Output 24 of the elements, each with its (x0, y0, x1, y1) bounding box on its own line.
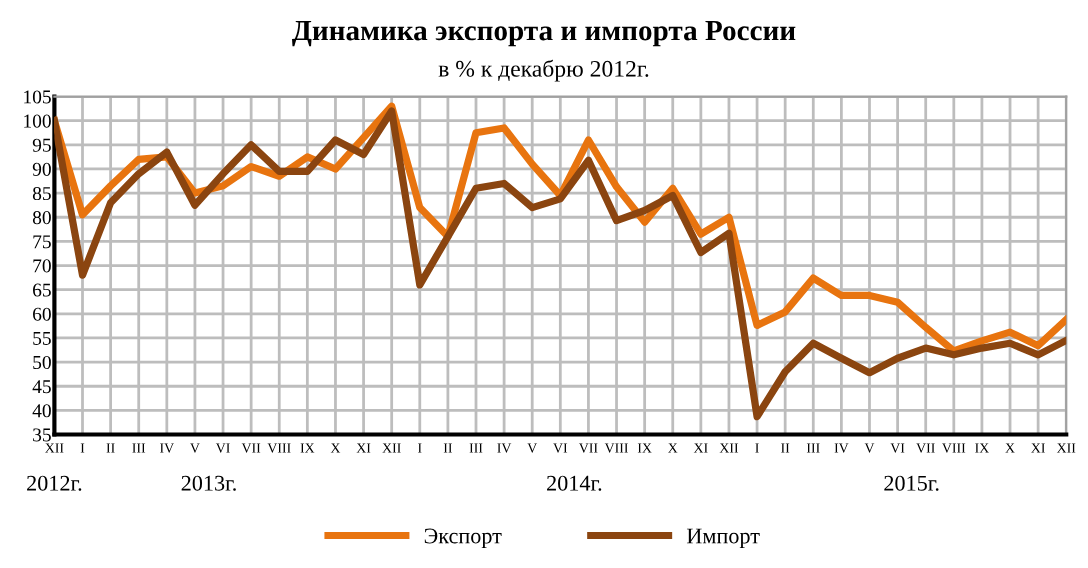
chart-subtitle: в % к декабрю 2012г. (438, 59, 649, 82)
y-tick-label: 45 (32, 380, 51, 394)
y-tick-label: 40 (32, 404, 51, 418)
y-tick-label: 105 (24, 90, 51, 104)
text: 2015г. (884, 475, 939, 491)
y-tick-label: 65 (33, 283, 51, 297)
y-tick-label: 60 (33, 307, 51, 321)
y-tick-label: 35 (33, 428, 51, 442)
y-tick-label: 55 (33, 331, 51, 345)
legend-label: Импорт (686, 528, 760, 548)
text: 2014г. (547, 475, 602, 491)
text: 2012г. (27, 475, 82, 491)
y-tick-label: 50 (33, 355, 51, 370)
y-tick-label: 80 (32, 211, 51, 225)
y-tick-label: 85 (32, 186, 51, 201)
y-tick-label: 75 (33, 235, 51, 249)
text: 2013г. (181, 475, 236, 491)
legend-label: Экспорт (424, 528, 502, 548)
y-tick-label: 70 (33, 259, 51, 273)
y-tick-label: 90 (32, 162, 51, 176)
y-tick-label: 100 (24, 114, 51, 128)
y-tick-label: 95 (32, 138, 51, 152)
line-series (54, 107, 1067, 421)
chart-title: Динамика экспорта и импорта России (292, 21, 796, 47)
